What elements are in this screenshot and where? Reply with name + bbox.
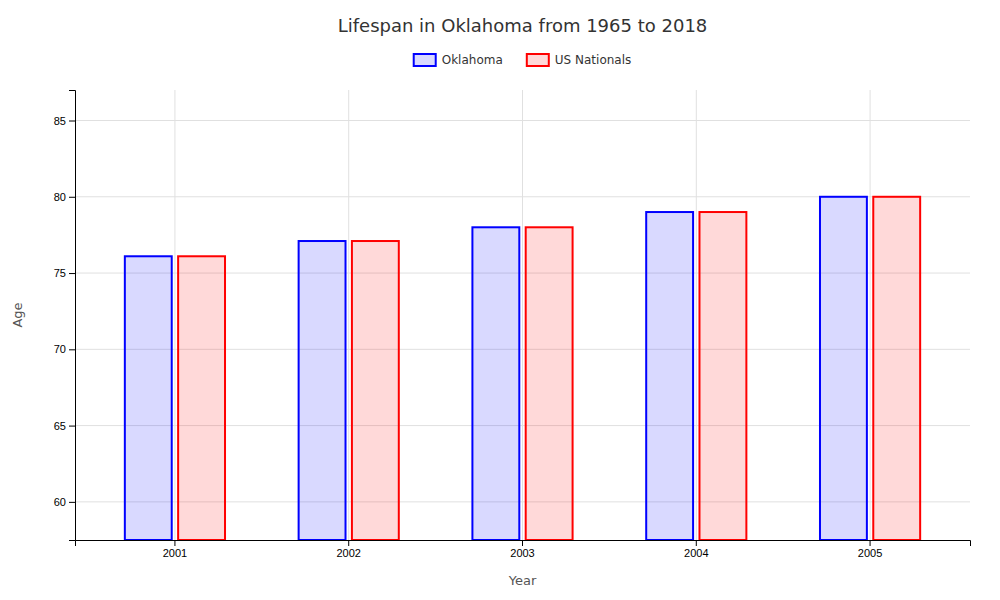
tick-mark [69, 502, 75, 503]
tick-mark [69, 197, 75, 198]
tick: 2001 [163, 540, 187, 559]
tick: 2003 [510, 540, 534, 559]
tick-mark [174, 540, 175, 546]
tick-mark [69, 349, 75, 350]
bar [699, 212, 746, 540]
tick-label: 80 [54, 191, 66, 203]
grid-line [348, 90, 349, 540]
tick: 80 [54, 191, 75, 203]
y-axis: 60 65 70 75 80 85 [54, 91, 76, 541]
plot: 60 65 70 75 80 85 2001 2002 2003 2004 2005 [54, 90, 971, 559]
tick-label: 60 [54, 496, 66, 508]
chart: 60 65 70 75 80 85 2001 2002 2003 2004 2005 Lifespan… [0, 0, 1000, 600]
tick-label: 85 [54, 115, 66, 127]
tick-label: 2001 [163, 547, 187, 559]
grid-line [174, 90, 175, 540]
bar-series [125, 197, 867, 540]
legend-item: Oklahoma [414, 53, 503, 67]
grid-line [522, 90, 523, 540]
tick-mark [69, 121, 75, 122]
tick-label: 2004 [684, 547, 708, 559]
legend-label: Oklahoma [442, 53, 503, 67]
legend: Oklahoma US Nationals [414, 53, 632, 67]
bar [352, 241, 399, 540]
tick: 65 [54, 420, 75, 432]
tick-label: 2003 [510, 547, 534, 559]
legend-swatch [414, 54, 436, 66]
axis-line [76, 541, 971, 547]
bar [820, 197, 867, 540]
axis-line [69, 91, 76, 541]
bar [472, 227, 519, 540]
tick-label: 75 [54, 267, 66, 279]
tick-label: 2005 [858, 547, 882, 559]
tick: 75 [54, 267, 75, 279]
tick-mark [696, 540, 697, 546]
tick: 70 [54, 343, 75, 355]
legend-item: US Nationals [527, 53, 631, 67]
bar [178, 256, 225, 540]
tick: 60 [54, 496, 75, 508]
tick-label: 70 [54, 343, 66, 355]
tick-label: 2002 [336, 547, 360, 559]
tick-mark [69, 273, 75, 274]
tick-mark [522, 540, 523, 546]
x-axis: 2001 2002 2003 2004 2005 [76, 540, 971, 559]
bar [646, 212, 693, 540]
tick-mark [69, 426, 75, 427]
tick: 2004 [684, 540, 708, 559]
tick: 2002 [336, 540, 360, 559]
bar [125, 256, 172, 540]
bar [873, 197, 920, 540]
grid-line [870, 90, 871, 540]
bar [526, 227, 573, 540]
tick-label: 65 [54, 420, 66, 432]
grid [75, 90, 970, 540]
tick: 85 [54, 115, 75, 127]
bar-series [178, 197, 920, 540]
y-axis-title: Age [10, 302, 25, 327]
tick: 2005 [858, 540, 882, 559]
x-axis-title: Year [508, 573, 537, 588]
bars [125, 197, 920, 540]
bar [299, 241, 346, 540]
tick-mark [870, 540, 871, 546]
tick-mark [348, 540, 349, 546]
title: Lifespan in Oklahoma from 1965 to 2018 [338, 15, 708, 36]
legend-label: US Nationals [555, 53, 631, 67]
chart-container: 60 65 70 75 80 85 2001 2002 2003 2004 2005 Lifespan… [0, 0, 1000, 600]
legend-swatch [527, 54, 549, 66]
grid-line [696, 90, 697, 540]
